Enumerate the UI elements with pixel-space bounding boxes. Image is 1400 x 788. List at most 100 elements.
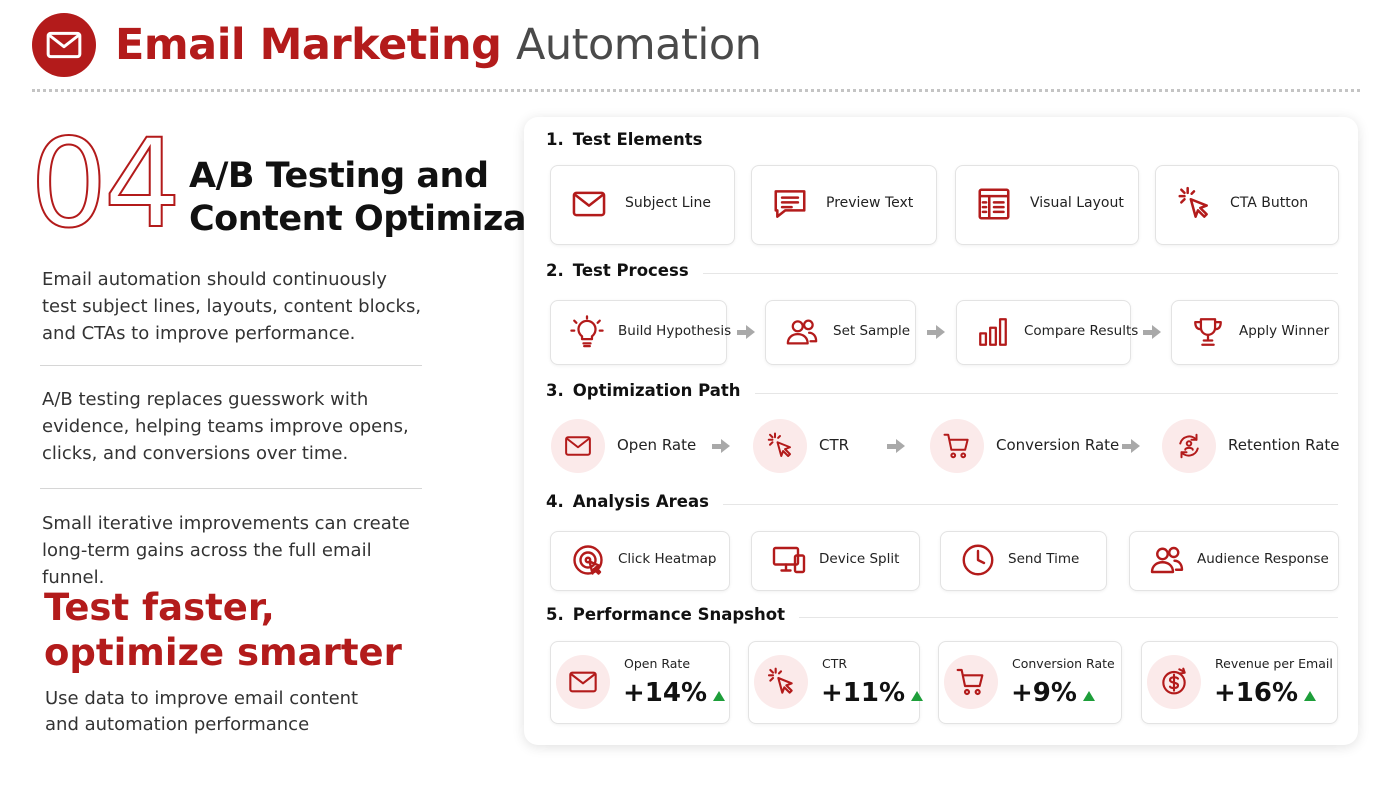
- metric-value: +14%: [623, 678, 708, 708]
- item-label: Visual Layout: [1030, 195, 1124, 211]
- section-rule: [754, 393, 1338, 394]
- paragraph: Small iterative improvements can create …: [42, 513, 410, 588]
- item-label: Send Time: [1008, 551, 1080, 567]
- icon-circle: [754, 654, 808, 709]
- section-rule: [798, 617, 1338, 618]
- header-title: Email Marketing Automation: [115, 20, 762, 70]
- divider: [40, 488, 422, 489]
- item-label: CTR: [819, 436, 850, 454]
- icon: [1158, 666, 1190, 698]
- paragraph: A/B testing replaces guesswork with evid…: [42, 389, 409, 464]
- section-number-text: 04: [30, 120, 177, 235]
- item-label: Set Sample: [833, 322, 911, 339]
- icon: [785, 315, 819, 349]
- icon: [1175, 185, 1213, 223]
- section-index: 5.: [546, 605, 564, 624]
- icon: [960, 542, 996, 578]
- arrow-head: [936, 324, 945, 339]
- section-rule: [702, 273, 1338, 274]
- metric-label: Conversion Rate: [1012, 656, 1115, 671]
- arrow-shaft: [1122, 444, 1131, 449]
- icon: [570, 185, 608, 223]
- icon: [765, 431, 795, 461]
- section-title: Performance Snapshot: [572, 605, 785, 624]
- item-card: [751, 531, 920, 591]
- metric-value: +9%: [1011, 678, 1077, 708]
- section-title: Test Process: [572, 261, 689, 280]
- arrow-head: [896, 439, 905, 453]
- caption: Use data to improve email content and au…: [45, 688, 359, 735]
- item-card: [1155, 165, 1339, 245]
- icon: [1149, 542, 1185, 578]
- metric-value: +11%: [821, 678, 906, 708]
- item-card: [765, 300, 916, 365]
- item-card: [751, 165, 937, 245]
- arrow-shaft: [927, 329, 936, 335]
- metric-label: Revenue per Email: [1215, 656, 1333, 671]
- arrow-head: [1152, 324, 1161, 339]
- item-card: [550, 165, 735, 245]
- item-label: Compare Results: [1024, 322, 1139, 339]
- item-label: Open Rate: [617, 436, 697, 454]
- item-label: Preview Text: [826, 195, 914, 211]
- icon: [563, 431, 593, 461]
- arrow-shaft: [1143, 329, 1152, 335]
- item-label: Retention Rate: [1228, 436, 1340, 454]
- section-number: 04: [29, 120, 178, 235]
- item-card: [1171, 300, 1339, 365]
- paragraph: Email automation should continuously tes…: [42, 269, 422, 344]
- icon: [976, 315, 1010, 349]
- section-index: 4.: [546, 492, 564, 511]
- icon: [942, 431, 972, 461]
- item-label: CTA Button: [1230, 195, 1309, 211]
- section-heading: 5. Performance Snapshot: [546, 605, 785, 624]
- item-card: [940, 531, 1107, 591]
- icon: [765, 666, 797, 698]
- icon-circle: [930, 419, 984, 473]
- arrow-shaft: [887, 444, 896, 449]
- icon: [955, 666, 987, 698]
- section-title-line: A/B Testing and: [189, 156, 489, 196]
- trend-up: [713, 691, 726, 701]
- arrow-head: [746, 324, 755, 339]
- trend-up: [1082, 691, 1095, 701]
- title-rest: Automation: [515, 20, 762, 70]
- item-label: Build Hypothesis: [618, 322, 732, 339]
- header-badge: [32, 13, 96, 77]
- section-heading: 2. Test Process: [546, 261, 689, 280]
- section-index: 1.: [546, 130, 564, 149]
- section-rule: [722, 504, 1338, 505]
- section-title: Test Elements: [572, 130, 703, 149]
- icon: [771, 542, 807, 578]
- icon: [975, 185, 1013, 223]
- section-title: Analysis Areas: [572, 492, 709, 511]
- icon: [570, 542, 606, 578]
- section-heading: 4. Analysis Areas: [546, 492, 709, 511]
- icon-circle: [753, 419, 807, 473]
- icon: [570, 315, 604, 349]
- header-rule: [32, 89, 1360, 92]
- section-heading: 3. Optimization Path: [546, 381, 741, 400]
- arrow-head: [1131, 439, 1140, 453]
- item-label: Audience Response: [1197, 551, 1329, 567]
- tagline-line: Test faster,: [44, 586, 275, 629]
- tagline-line: optimize smarter: [44, 631, 402, 674]
- icon: [1191, 315, 1225, 349]
- metric-label: Open Rate: [624, 656, 691, 671]
- item-card: [955, 165, 1139, 245]
- metric-label: CTR: [822, 656, 848, 671]
- item-label: Click Heatmap: [618, 551, 717, 567]
- metric-value: +16%: [1214, 678, 1299, 708]
- section-title: Optimization Path: [572, 381, 741, 400]
- arrow-shaft: [712, 444, 721, 449]
- divider: [40, 365, 422, 366]
- trend-up: [911, 691, 924, 701]
- item-label: Conversion Rate: [996, 436, 1120, 454]
- icon: [1174, 431, 1204, 461]
- arrow-shaft: [737, 329, 746, 335]
- section-heading: 1. Test Elements: [546, 130, 702, 149]
- section-index: 2.: [546, 261, 564, 280]
- item-label: Device Split: [819, 551, 900, 567]
- header-icon: [44, 25, 84, 65]
